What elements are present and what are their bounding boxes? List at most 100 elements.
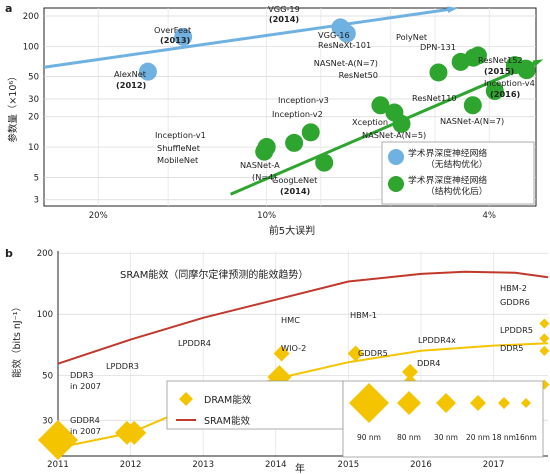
point-label: NASNet-A(N=5) (362, 130, 426, 140)
point-label: HBM-2 (500, 283, 527, 293)
node-marker (470, 395, 486, 411)
y-tick-label: 200 (23, 12, 39, 22)
dram-line (57, 342, 549, 449)
data-point (516, 59, 535, 78)
y-axis-title: 参数量（×10⁶） (7, 71, 19, 142)
data-point (337, 24, 356, 43)
dram-point (122, 420, 147, 445)
dram-point (38, 419, 78, 460)
point-label: in 2007 (70, 426, 101, 436)
point-label: (2012) (116, 80, 147, 90)
panel-a: 3 5 10 20 30 50 100 200 20% 10% 4% 前5大误判 参数量（×10⁶） a O… (5, 2, 544, 237)
node-label: 80 nm (397, 433, 421, 442)
trend-line (229, 61, 537, 196)
panel-label: b (5, 247, 13, 260)
data-point (485, 82, 504, 101)
dram-point (273, 345, 290, 362)
point-label: ResNeXt-101 (318, 40, 371, 50)
legend-label: （无结构优化） (426, 158, 488, 170)
x-tick-label: 2016 (410, 460, 432, 470)
y-tick-label: 5 (34, 173, 39, 183)
point-label: (2013) (160, 35, 191, 45)
data-point (315, 153, 334, 172)
point-label: LPDDR3 (106, 361, 139, 371)
legend-label: （结构优化后） (426, 185, 488, 197)
point-label: LPDDR5 (500, 325, 533, 335)
point-label: Inception-v1 (155, 130, 206, 140)
y-tick-label: 3 (34, 196, 39, 206)
y-tick-label: 50 (42, 371, 53, 381)
data-point (371, 96, 390, 115)
point-label: (2015) (484, 66, 515, 76)
dram-point (347, 345, 364, 362)
legend-label: 学术界深度神经网络 (408, 147, 487, 159)
dram-point (539, 333, 550, 344)
data-point (285, 133, 304, 152)
point-label: (2016) (490, 89, 521, 99)
legend-marker (388, 176, 404, 192)
point-label: Inception-v3 (278, 95, 329, 105)
y-tick-label: 30 (42, 416, 53, 426)
point-label: (N=4) (252, 172, 277, 182)
node-label: 16nm (515, 433, 537, 442)
point-label: Xception (352, 117, 388, 127)
node-label: 18 nm (492, 433, 516, 442)
node-marker (498, 397, 510, 409)
dram-point (539, 318, 550, 329)
point-label: DDR3 (70, 370, 94, 380)
point-label: LPDDR4x (418, 335, 456, 345)
point-label: PolyNet (396, 32, 428, 42)
legend-box (166, 380, 344, 430)
legend-marker-dram (179, 392, 193, 406)
point-label: HBM-1 (350, 310, 377, 320)
legend-label: DRAM能效 (204, 394, 252, 406)
x-tick-label: 2014 (265, 460, 287, 470)
legend-marker (388, 149, 404, 165)
node-label: 30 nm (434, 433, 458, 442)
point-label: ResNet152 (478, 55, 523, 65)
x-tick-label: 20% (89, 211, 108, 221)
trend-line (43, 7, 451, 69)
x-tick-label: 2013 (192, 460, 214, 470)
process-node-legend: 90 nm 80 nm 30 nm 20 nm 18 nm 16nm (342, 380, 544, 458)
x-axis-title: 前5大误判 (269, 224, 315, 237)
data-point (257, 138, 276, 157)
point-label: OverFeat (154, 25, 192, 35)
point-label: Inception-v4 (484, 78, 535, 88)
legend-label: 学术界深度神经网络 (408, 174, 487, 186)
y-axis-title: 能效（bits nJ⁻¹） (11, 302, 23, 378)
x-tick-label: 10% (257, 211, 276, 221)
point-label: ShuffleNet (157, 143, 201, 153)
point-label: WIO-2 (281, 343, 306, 353)
x-tick-label: 2015 (338, 460, 360, 470)
point-label: (2014) (280, 186, 311, 196)
x-tick-label: 4% (483, 211, 497, 221)
point-label: NASNet-A(N=7) (314, 58, 378, 68)
point-label: in 2007 (70, 381, 101, 391)
node-marker (397, 391, 421, 415)
data-point (463, 96, 482, 115)
node-label: 90 nm (357, 433, 381, 442)
point-label: (2014) (269, 14, 300, 24)
x-axis-title: 年 (295, 462, 305, 474)
y-tick-label: 10 (28, 143, 39, 153)
dram-point (539, 345, 550, 356)
y-tick-label: 50 (28, 73, 39, 83)
data-point (429, 63, 448, 82)
y-tick-label: 20 (28, 113, 39, 123)
dram-point (402, 363, 419, 380)
point-label: VGG-16 (318, 30, 350, 40)
point-label: DPN-131 (420, 42, 456, 52)
point-label: DDR4 (417, 358, 441, 368)
legend-label: SRAM能效 (204, 415, 250, 427)
sram-line (57, 270, 549, 365)
point-label: ResNet50 (339, 70, 378, 80)
trend-arrowhead (532, 59, 544, 67)
point-label: GoogLeNet (272, 175, 318, 185)
point-label: Inception-v2 (272, 109, 323, 119)
node-marker (349, 383, 389, 423)
legend-box (381, 141, 535, 205)
data-point (138, 62, 157, 81)
x-tick-label: 2012 (120, 460, 142, 470)
point-label: AlexNet (114, 69, 147, 79)
